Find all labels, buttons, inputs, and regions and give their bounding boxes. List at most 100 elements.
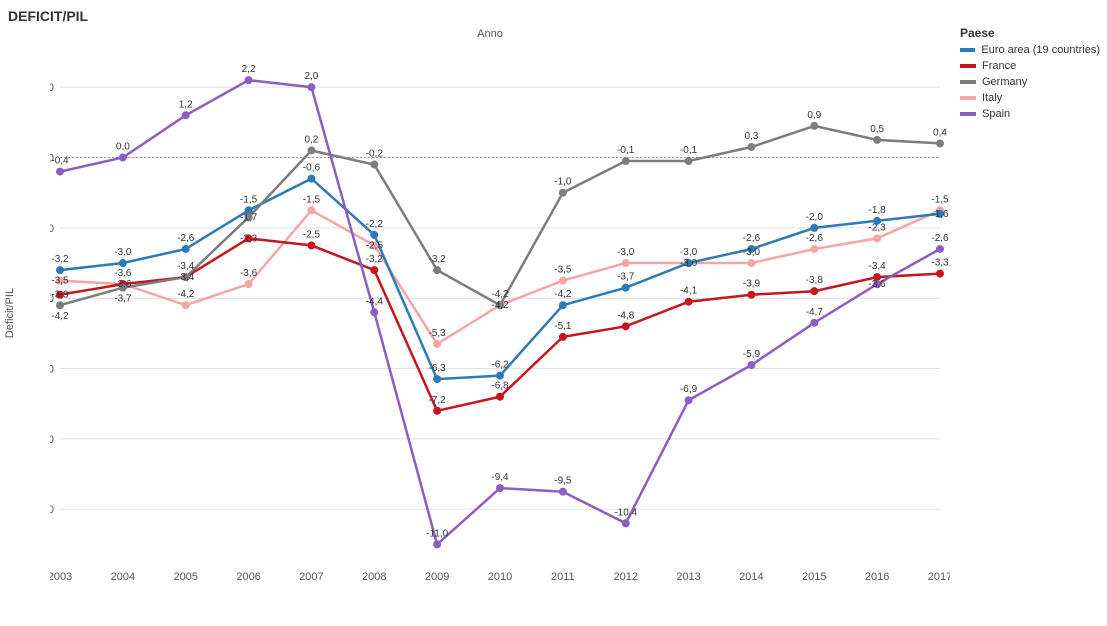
svg-text:0,3: 0,3 [744,131,758,142]
svg-text:-0,1: -0,1 [617,145,635,156]
svg-text:0,9: 0,9 [807,110,821,121]
svg-text:-4,2: -4,2 [491,300,509,311]
svg-text:-4,1: -4,1 [680,286,698,297]
svg-text:0,2: 0,2 [304,134,318,145]
svg-text:-2,6: -2,6 [743,233,761,244]
svg-text:-4,2: -4,2 [554,289,572,300]
svg-text:-10,4: -10,4 [614,507,637,518]
svg-text:2003: 2003 [50,571,72,583]
svg-text:-3,2: -3,2 [429,254,447,265]
svg-text:-0,2: -0,2 [366,149,384,160]
svg-text:2015: 2015 [802,571,826,583]
svg-text:-3,9: -3,9 [743,279,761,290]
svg-text:-3,8: -3,8 [806,275,824,286]
chart-svg: -10,0-8,0-6,0-4,0-2,00,02,02003200420052… [50,46,950,606]
svg-text:-3,4: -3,4 [177,272,195,283]
svg-text:-1,8: -1,8 [869,205,887,216]
svg-text:2,2: 2,2 [242,64,256,75]
svg-text:0,5: 0,5 [870,124,884,135]
legend-title: Paese [960,26,1100,40]
svg-text:2012: 2012 [613,571,637,583]
svg-text:-4,8: -4,8 [617,310,635,321]
legend-item: Germany [960,76,1100,88]
svg-text:-2,6: -2,6 [806,233,824,244]
svg-text:-6,0: -6,0 [50,364,54,376]
svg-text:-3,6: -3,6 [240,268,258,279]
legend-label: Germany [982,76,1027,88]
svg-text:2,0: 2,0 [304,71,318,82]
chart-container: DEFICIT/PIL Anno Deficit/PIL -10,0-8,0-6… [0,0,1107,626]
svg-text:-1,6: -1,6 [931,209,949,220]
svg-text:-2,3: -2,3 [869,222,887,233]
svg-text:-6,2: -6,2 [491,360,509,371]
svg-text:-2,0: -2,0 [50,223,54,235]
svg-text:-3,7: -3,7 [617,272,635,283]
svg-text:-4,7: -4,7 [806,307,824,318]
legend-swatch [960,96,976,100]
svg-text:-3,5: -3,5 [554,265,572,276]
svg-text:-1,0: -1,0 [554,177,572,188]
svg-text:-5,9: -5,9 [743,349,761,360]
svg-text:-3,6: -3,6 [114,268,132,279]
svg-text:-2,3: -2,3 [240,233,258,244]
svg-text:-3,0: -3,0 [680,258,698,269]
svg-text:-3,9: -3,9 [51,290,69,301]
svg-text:-10,0: -10,0 [50,504,54,516]
svg-text:-1,7: -1,7 [240,212,258,223]
svg-text:-9,5: -9,5 [554,476,572,487]
svg-text:-6,8: -6,8 [491,381,509,392]
svg-text:-3,3: -3,3 [931,258,949,269]
x-axis-label: Anno [0,28,980,40]
legend-label: Spain [982,108,1010,120]
svg-text:-4,2: -4,2 [51,311,69,322]
svg-text:-3,6: -3,6 [869,279,887,290]
svg-text:-3,2: -3,2 [366,254,384,265]
svg-text:-1,5: -1,5 [303,194,321,205]
svg-text:-4,2: -4,2 [491,289,509,300]
svg-text:-3,0: -3,0 [114,247,132,258]
legend-swatch [960,112,976,116]
svg-text:-3,6: -3,6 [114,279,132,290]
svg-text:2009: 2009 [425,571,449,583]
svg-text:-3,0: -3,0 [617,247,635,258]
svg-text:2014: 2014 [739,571,763,583]
svg-text:-2,6: -2,6 [931,233,949,244]
svg-text:-11,0: -11,0 [426,528,448,539]
svg-text:-0,1: -0,1 [680,145,698,156]
svg-text:-3,7: -3,7 [114,294,132,305]
chart-title: DEFICIT/PIL [8,8,88,24]
svg-text:2007: 2007 [299,571,323,583]
svg-text:-2,2: -2,2 [366,219,384,230]
y-axis-label: Deficit/PIL [4,288,16,338]
svg-text:2004: 2004 [111,571,135,583]
svg-text:2010: 2010 [488,571,512,583]
svg-text:2013: 2013 [676,571,700,583]
svg-text:-6,9: -6,9 [680,384,698,395]
legend-label: France [982,60,1016,72]
svg-text:-5,3: -5,3 [429,328,447,339]
legend-swatch [960,48,975,52]
legend-swatch [960,64,976,68]
svg-text:-3,2: -3,2 [51,254,69,265]
svg-text:2005: 2005 [173,571,197,583]
svg-text:-5,1: -5,1 [554,321,572,332]
svg-text:-4,4: -4,4 [366,296,384,307]
svg-text:-3,4: -3,4 [177,261,195,272]
legend-swatch [960,80,976,84]
legend-item: France [960,60,1100,72]
legend-label: Italy [982,92,1002,104]
svg-text:-9,4: -9,4 [491,472,509,483]
svg-text:2016: 2016 [865,571,889,583]
legend-item: Spain [960,108,1100,120]
svg-text:1,2: 1,2 [179,99,193,110]
svg-text:2017: 2017 [928,571,950,583]
svg-text:2,0: 2,0 [50,82,54,94]
svg-text:-2,0: -2,0 [806,212,824,223]
legend-item: Euro area (19 countries) [960,44,1100,56]
svg-text:2006: 2006 [236,571,260,583]
svg-text:-1,5: -1,5 [931,194,949,205]
svg-text:-6,3: -6,3 [429,363,447,374]
svg-text:2011: 2011 [551,571,575,583]
legend-label: Euro area (19 countries) [981,44,1100,56]
svg-text:2008: 2008 [362,571,386,583]
